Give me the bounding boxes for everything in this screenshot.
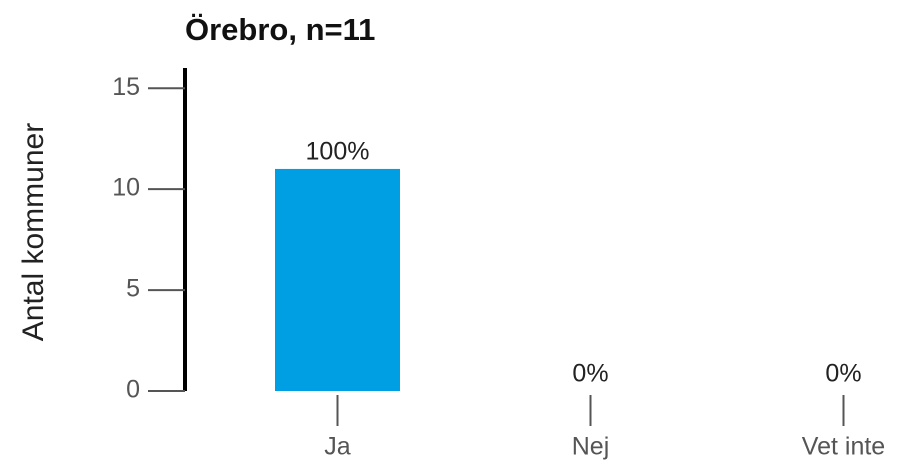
value-label: 0% <box>825 360 861 388</box>
y-tick-label: 10 <box>112 174 140 202</box>
value-label: 100% <box>306 138 370 166</box>
bar <box>275 168 400 391</box>
x-tick-label: Vet inte <box>802 433 885 461</box>
y-tick-label: 15 <box>112 73 140 101</box>
x-tick-label: Nej <box>572 433 610 461</box>
y-tick-label: 0 <box>126 376 140 404</box>
y-axis-label: Antal kommuner <box>17 123 50 341</box>
y-tick-label: 5 <box>126 275 140 303</box>
chart-title: Örebro, n=11 <box>185 12 375 47</box>
value-label: 0% <box>572 360 608 388</box>
x-tick-label: Ja <box>324 433 351 461</box>
